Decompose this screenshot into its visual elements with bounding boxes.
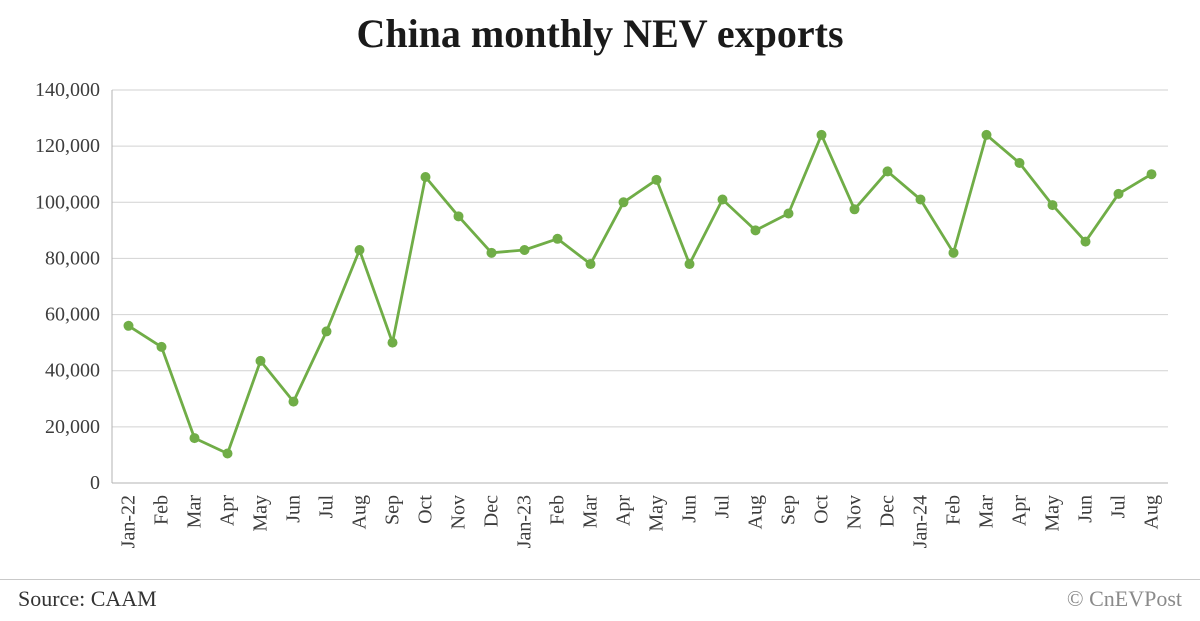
data-point-marker (684, 259, 695, 270)
nev-exports-line-chart: 0 20,000 40,000 60,000 80,000 100,000 120,000 1… (35, 79, 1168, 548)
x-tick-label: Jul (712, 495, 734, 519)
data-point-marker (882, 166, 893, 177)
x-tick-label: Jul (316, 495, 338, 519)
x-tick-label: Feb (943, 495, 965, 525)
data-point-marker (1047, 200, 1058, 211)
chart-area: 0 20,000 40,000 60,000 80,000 100,000 120,000 1… (0, 68, 1200, 573)
data-point-marker (618, 197, 629, 208)
x-tick-label: Jun (283, 495, 305, 523)
x-tick-label: Nov (448, 495, 470, 529)
y-tick-label: 80,000 (45, 247, 100, 269)
x-tick-label: Aug (1141, 495, 1163, 529)
x-tick-label: Oct (811, 495, 833, 524)
chart-title: China monthly NEV exports (356, 11, 844, 56)
x-tick-label: Dec (481, 495, 503, 527)
x-tick-label: May (250, 495, 272, 532)
x-tick-label: Mar (184, 495, 206, 529)
x-tick-label: Aug (349, 495, 371, 529)
data-point-marker (255, 355, 266, 366)
data-point-marker (651, 174, 662, 185)
data-point-marker (486, 247, 497, 258)
y-tick-label: 40,000 (45, 360, 100, 382)
data-point-marker (321, 326, 332, 337)
data-point-marker (123, 320, 134, 331)
x-tick-label: Jun (679, 495, 701, 523)
x-tick-label: Apr (217, 495, 239, 526)
y-tick-label: 0 (90, 472, 100, 494)
data-point-marker (387, 337, 398, 348)
x-tick-label: Dec (877, 495, 899, 527)
data-point-marker (948, 247, 959, 258)
source-label: Source: CAAM (18, 585, 157, 611)
data-point-marker (750, 225, 761, 236)
x-tick-label: Apr (1009, 495, 1031, 526)
x-tick-label: Jul (1108, 495, 1130, 519)
y-tick-label: 100,000 (35, 191, 100, 213)
x-tick-label: Feb (151, 495, 173, 525)
data-point-marker (585, 259, 596, 270)
data-point-marker (222, 448, 233, 459)
nev-exports-series-line (127, 133, 1153, 455)
data-point-marker (915, 194, 926, 205)
x-tick-label: Oct (415, 495, 437, 524)
x-tick-label: Jan-24 (910, 495, 932, 548)
data-point-marker (189, 433, 200, 444)
y-tick-label: 60,000 (45, 304, 100, 326)
credit-label: © CnEVPost (1066, 585, 1182, 611)
x-tick-label: Jan-23 (514, 495, 536, 548)
x-tick-label: Nov (844, 495, 866, 529)
y-tick-label: 20,000 (45, 416, 100, 438)
data-point-marker (816, 129, 827, 140)
x-tick-label: Jan-22 (118, 495, 140, 548)
x-tick-label: Sep (778, 495, 800, 525)
x-tick-label: May (1042, 495, 1064, 532)
data-point-marker (519, 245, 530, 256)
x-tick-label: Jun (1075, 495, 1097, 523)
data-point-marker (717, 194, 728, 205)
data-point-marker (783, 208, 794, 219)
y-tick-label: 120,000 (35, 135, 100, 157)
data-point-marker (453, 211, 464, 222)
x-tick-label: Apr (613, 495, 635, 526)
data-point-marker (1146, 169, 1157, 180)
data-point-marker (1080, 236, 1091, 247)
y-tick-label: 140,000 (35, 79, 100, 101)
data-point-marker (288, 396, 299, 407)
x-tick-label: Feb (547, 495, 569, 525)
x-tick-label: Sep (382, 495, 404, 525)
x-tick-label: Aug (745, 495, 767, 529)
data-point-marker (354, 245, 365, 256)
data-point-marker (552, 233, 563, 244)
x-tick-label: Mar (976, 495, 998, 529)
data-point-marker (420, 172, 431, 183)
x-tick-label: Mar (580, 495, 602, 529)
data-point-marker (1113, 188, 1124, 199)
data-point-marker (981, 129, 992, 140)
data-point-marker (1014, 157, 1025, 168)
x-tick-label: May (646, 495, 668, 532)
chart-footer: Source: CAAM © CnEVPost (0, 579, 1200, 621)
data-point-marker (156, 341, 167, 352)
data-point-marker (849, 204, 860, 215)
